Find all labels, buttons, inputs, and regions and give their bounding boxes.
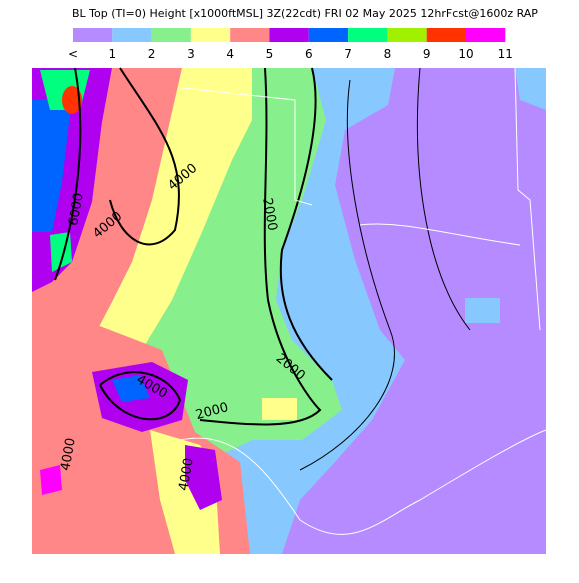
color-swatch bbox=[230, 28, 270, 42]
color-swatch bbox=[151, 28, 191, 42]
color-swatch bbox=[308, 28, 349, 42]
contour-line bbox=[54, 67, 82, 281]
country-border bbox=[179, 429, 547, 535]
color-bar-label: 8 bbox=[384, 47, 392, 61]
color-bar: <1 2 3 4 5 6 7 8 9 10 11 bbox=[68, 28, 513, 61]
color-bar-label: 9 bbox=[423, 47, 431, 61]
color-bar-label: < bbox=[68, 47, 78, 61]
state-border bbox=[514, 67, 541, 331]
contour-label: 6000 bbox=[66, 192, 87, 227]
state-border bbox=[181, 87, 313, 206]
title: BL Top (TI=0) Height [x1000ftMSL] 3Z(22c… bbox=[72, 7, 538, 20]
color-swatch bbox=[426, 28, 466, 42]
color-swatch bbox=[190, 28, 231, 42]
color-swatch bbox=[73, 28, 113, 42]
color-swatch bbox=[348, 28, 388, 42]
contour-label: 4000 bbox=[58, 437, 79, 472]
contour-line bbox=[109, 67, 180, 246]
color-swatch bbox=[112, 28, 152, 42]
color-bar-label: 6 bbox=[305, 47, 313, 61]
color-swatch bbox=[466, 28, 506, 42]
contour-line bbox=[99, 371, 182, 421]
color-bar-label: 2 bbox=[148, 47, 156, 61]
contour-label: 2000 bbox=[259, 197, 280, 232]
color-bar-label: 5 bbox=[266, 47, 274, 61]
region bbox=[465, 298, 500, 323]
region bbox=[515, 68, 546, 110]
region bbox=[185, 445, 222, 510]
contour-label: 4000 bbox=[176, 457, 197, 492]
color-bar-label: 3 bbox=[187, 47, 195, 61]
map bbox=[32, 67, 547, 554]
color-swatch bbox=[387, 28, 427, 42]
color-bar-label: 7 bbox=[344, 47, 352, 61]
color-bar-label: 1 bbox=[108, 47, 116, 61]
region bbox=[262, 398, 297, 420]
color-swatch bbox=[269, 28, 309, 42]
color-bar-label: 11 bbox=[498, 47, 513, 61]
region bbox=[112, 375, 150, 402]
color-bar-label: 10 bbox=[458, 47, 473, 61]
color-bar-label: 4 bbox=[226, 47, 234, 61]
contour-line bbox=[199, 67, 322, 426]
contour-line bbox=[299, 79, 395, 471]
contour-line bbox=[279, 67, 333, 381]
region bbox=[62, 86, 82, 114]
state-border bbox=[359, 223, 521, 246]
region bbox=[32, 98, 72, 232]
contour-line bbox=[416, 67, 471, 331]
region bbox=[40, 465, 62, 495]
